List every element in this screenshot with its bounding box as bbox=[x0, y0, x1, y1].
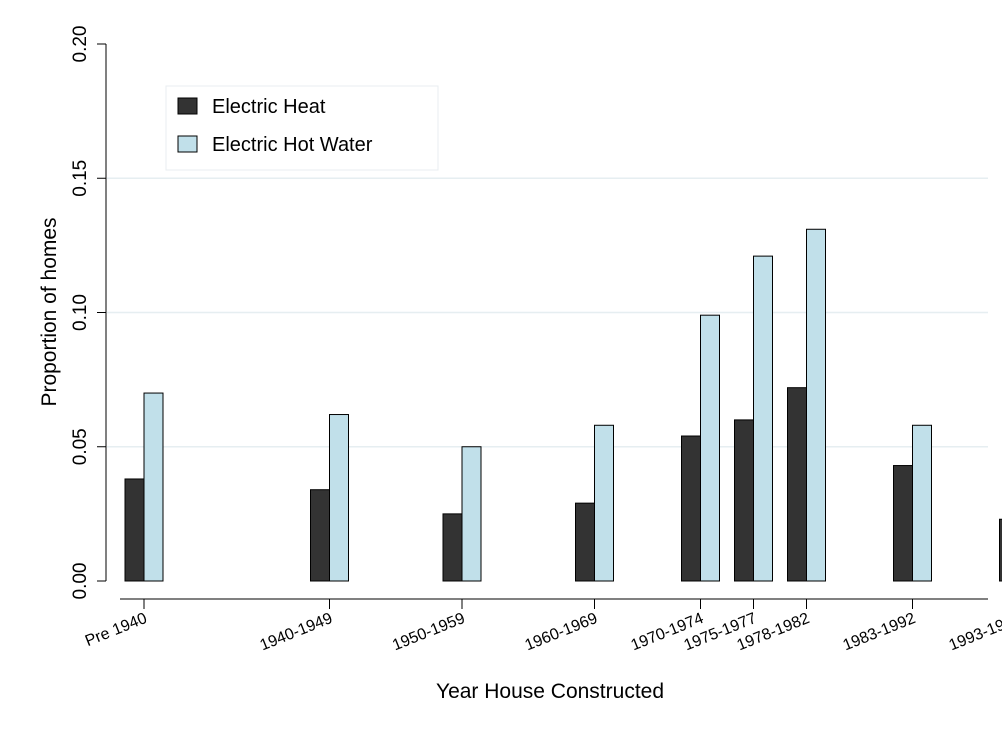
bar-electric-heat bbox=[443, 514, 462, 581]
legend-swatch bbox=[178, 98, 197, 114]
bar-electric-heat bbox=[682, 436, 701, 581]
bar-electric-heat bbox=[894, 466, 913, 581]
bar-electric-hot-water bbox=[595, 425, 614, 581]
legend-label: Electric Heat bbox=[212, 96, 326, 118]
bar-electric-heat bbox=[576, 503, 595, 581]
legend: Electric Heat Electric Hot Water bbox=[166, 86, 438, 170]
bar-electric-hot-water bbox=[330, 415, 349, 581]
y-tick-label: 0.00 bbox=[70, 563, 91, 600]
bar-electric-hot-water bbox=[144, 393, 163, 581]
legend-label: Electric Hot Water bbox=[212, 134, 373, 156]
bar-electric-heat bbox=[125, 479, 144, 581]
legend-swatch bbox=[178, 136, 197, 152]
bar-electric-hot-water bbox=[807, 229, 826, 581]
y-axis-label: Proportion of homes bbox=[38, 217, 61, 406]
bar-electric-heat bbox=[311, 490, 330, 581]
y-tick-label: 0.20 bbox=[70, 26, 91, 63]
y-tick-label: 0.15 bbox=[70, 160, 91, 197]
y-tick-label: 0.05 bbox=[70, 428, 91, 465]
bar-electric-heat bbox=[788, 388, 807, 581]
bar-electric-hot-water bbox=[754, 256, 773, 581]
bar-electric-hot-water bbox=[913, 425, 932, 581]
x-axis-label: Year House Constructed bbox=[436, 680, 664, 703]
y-tick-label: 0.10 bbox=[70, 294, 91, 331]
bar-electric-heat bbox=[735, 420, 754, 581]
bar-electric-hot-water bbox=[462, 447, 481, 581]
bar-electric-hot-water bbox=[701, 315, 720, 581]
